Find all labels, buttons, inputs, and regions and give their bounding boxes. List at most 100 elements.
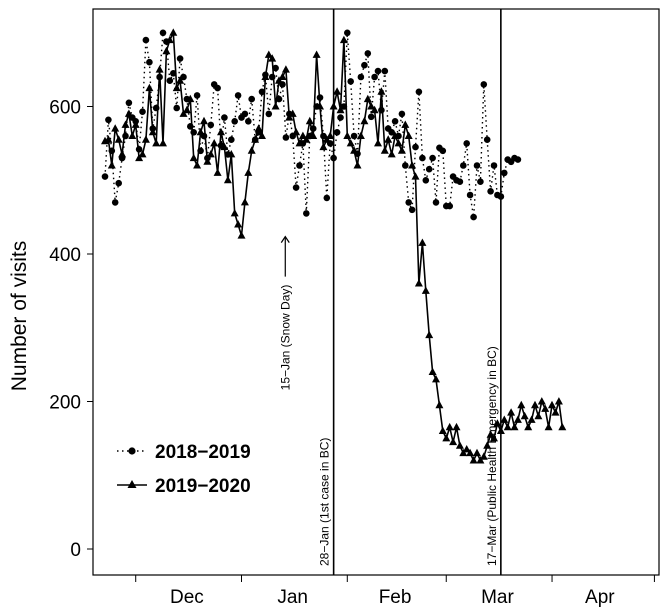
data-point (207, 121, 215, 129)
data-point (131, 120, 140, 128)
data-point (336, 105, 345, 114)
data-point (268, 54, 277, 62)
data-point (220, 142, 229, 151)
data-point (330, 154, 337, 162)
data-point (295, 139, 304, 147)
data-point (367, 113, 375, 121)
data-point (312, 50, 321, 58)
data-point (483, 441, 492, 449)
data-point (254, 124, 263, 132)
data-point (128, 131, 137, 139)
data-point (496, 426, 505, 434)
data-point (114, 135, 123, 143)
data-point (227, 150, 236, 158)
data-point (316, 102, 324, 110)
data-point (374, 139, 382, 147)
data-point (432, 375, 440, 383)
data-point (173, 104, 180, 112)
data-point (391, 131, 400, 139)
data-point (357, 73, 365, 81)
data-point (247, 146, 256, 154)
data-point (551, 408, 560, 416)
data-point (500, 415, 509, 423)
data-point (493, 419, 502, 427)
data-point (234, 220, 243, 228)
data-point (397, 146, 406, 154)
data-point (186, 94, 195, 103)
data-point (531, 400, 539, 409)
y-tick-label: 200 (49, 393, 81, 414)
data-point (176, 55, 184, 62)
y-tick-label: 600 (49, 98, 81, 119)
data-point (503, 422, 512, 431)
data-point (388, 129, 396, 136)
data-point (514, 156, 522, 163)
data-point (378, 106, 385, 114)
annotation-label: 15−Jan (Snow Day) (278, 285, 292, 391)
data-point (189, 153, 198, 162)
data-point (384, 135, 393, 143)
data-point (429, 154, 436, 162)
data-point (363, 94, 372, 103)
data-point (487, 188, 494, 195)
data-point (374, 67, 382, 75)
data-point (371, 73, 378, 81)
data-point (155, 65, 164, 73)
data-point (200, 116, 208, 125)
x-tick-label: Dec (170, 587, 204, 608)
series-layer (101, 28, 567, 464)
data-point (146, 58, 153, 66)
data-point (141, 135, 150, 143)
data-point (193, 161, 202, 169)
data-point (206, 150, 215, 158)
data-point (240, 198, 249, 206)
data-point (241, 110, 249, 118)
data-point (442, 434, 451, 442)
data-point (483, 136, 491, 143)
data-point (548, 400, 556, 409)
data-point (196, 127, 205, 136)
data-point (402, 162, 409, 169)
legend-marker-2019-2020 (127, 480, 137, 488)
data-point (292, 127, 301, 136)
data-point (356, 131, 365, 139)
data-point (142, 36, 150, 44)
x-tick-label: Jan (277, 587, 308, 608)
data-point (193, 92, 201, 99)
data-point (432, 199, 440, 206)
x-tick-label: Mar (481, 587, 514, 608)
data-point (326, 131, 335, 139)
data-point (288, 109, 297, 117)
data-point (473, 162, 481, 169)
data-point (507, 408, 516, 416)
data-point (554, 397, 563, 405)
data-point (501, 169, 508, 177)
data-point (408, 161, 417, 169)
data-point (111, 124, 120, 132)
data-point (353, 161, 362, 169)
data-point (425, 330, 434, 339)
data-point (265, 110, 273, 118)
data-point (398, 110, 406, 118)
data-point (411, 172, 420, 180)
data-point (477, 178, 484, 185)
data-point (510, 422, 519, 431)
data-point (350, 146, 359, 154)
data-point (524, 422, 533, 431)
data-point (162, 46, 171, 55)
data-point (248, 95, 255, 103)
data-point (419, 154, 426, 162)
data-point (455, 441, 464, 449)
series-line (104, 32, 519, 218)
data-point (115, 179, 122, 187)
data-point (319, 142, 328, 151)
data-point (281, 65, 290, 73)
series-1 (101, 28, 567, 464)
data-point (460, 162, 467, 169)
data-point (418, 238, 427, 246)
data-point (152, 139, 161, 147)
data-point (234, 92, 242, 99)
data-point (245, 118, 252, 125)
annotations: 15−Jan (Snow Day) (278, 235, 292, 391)
